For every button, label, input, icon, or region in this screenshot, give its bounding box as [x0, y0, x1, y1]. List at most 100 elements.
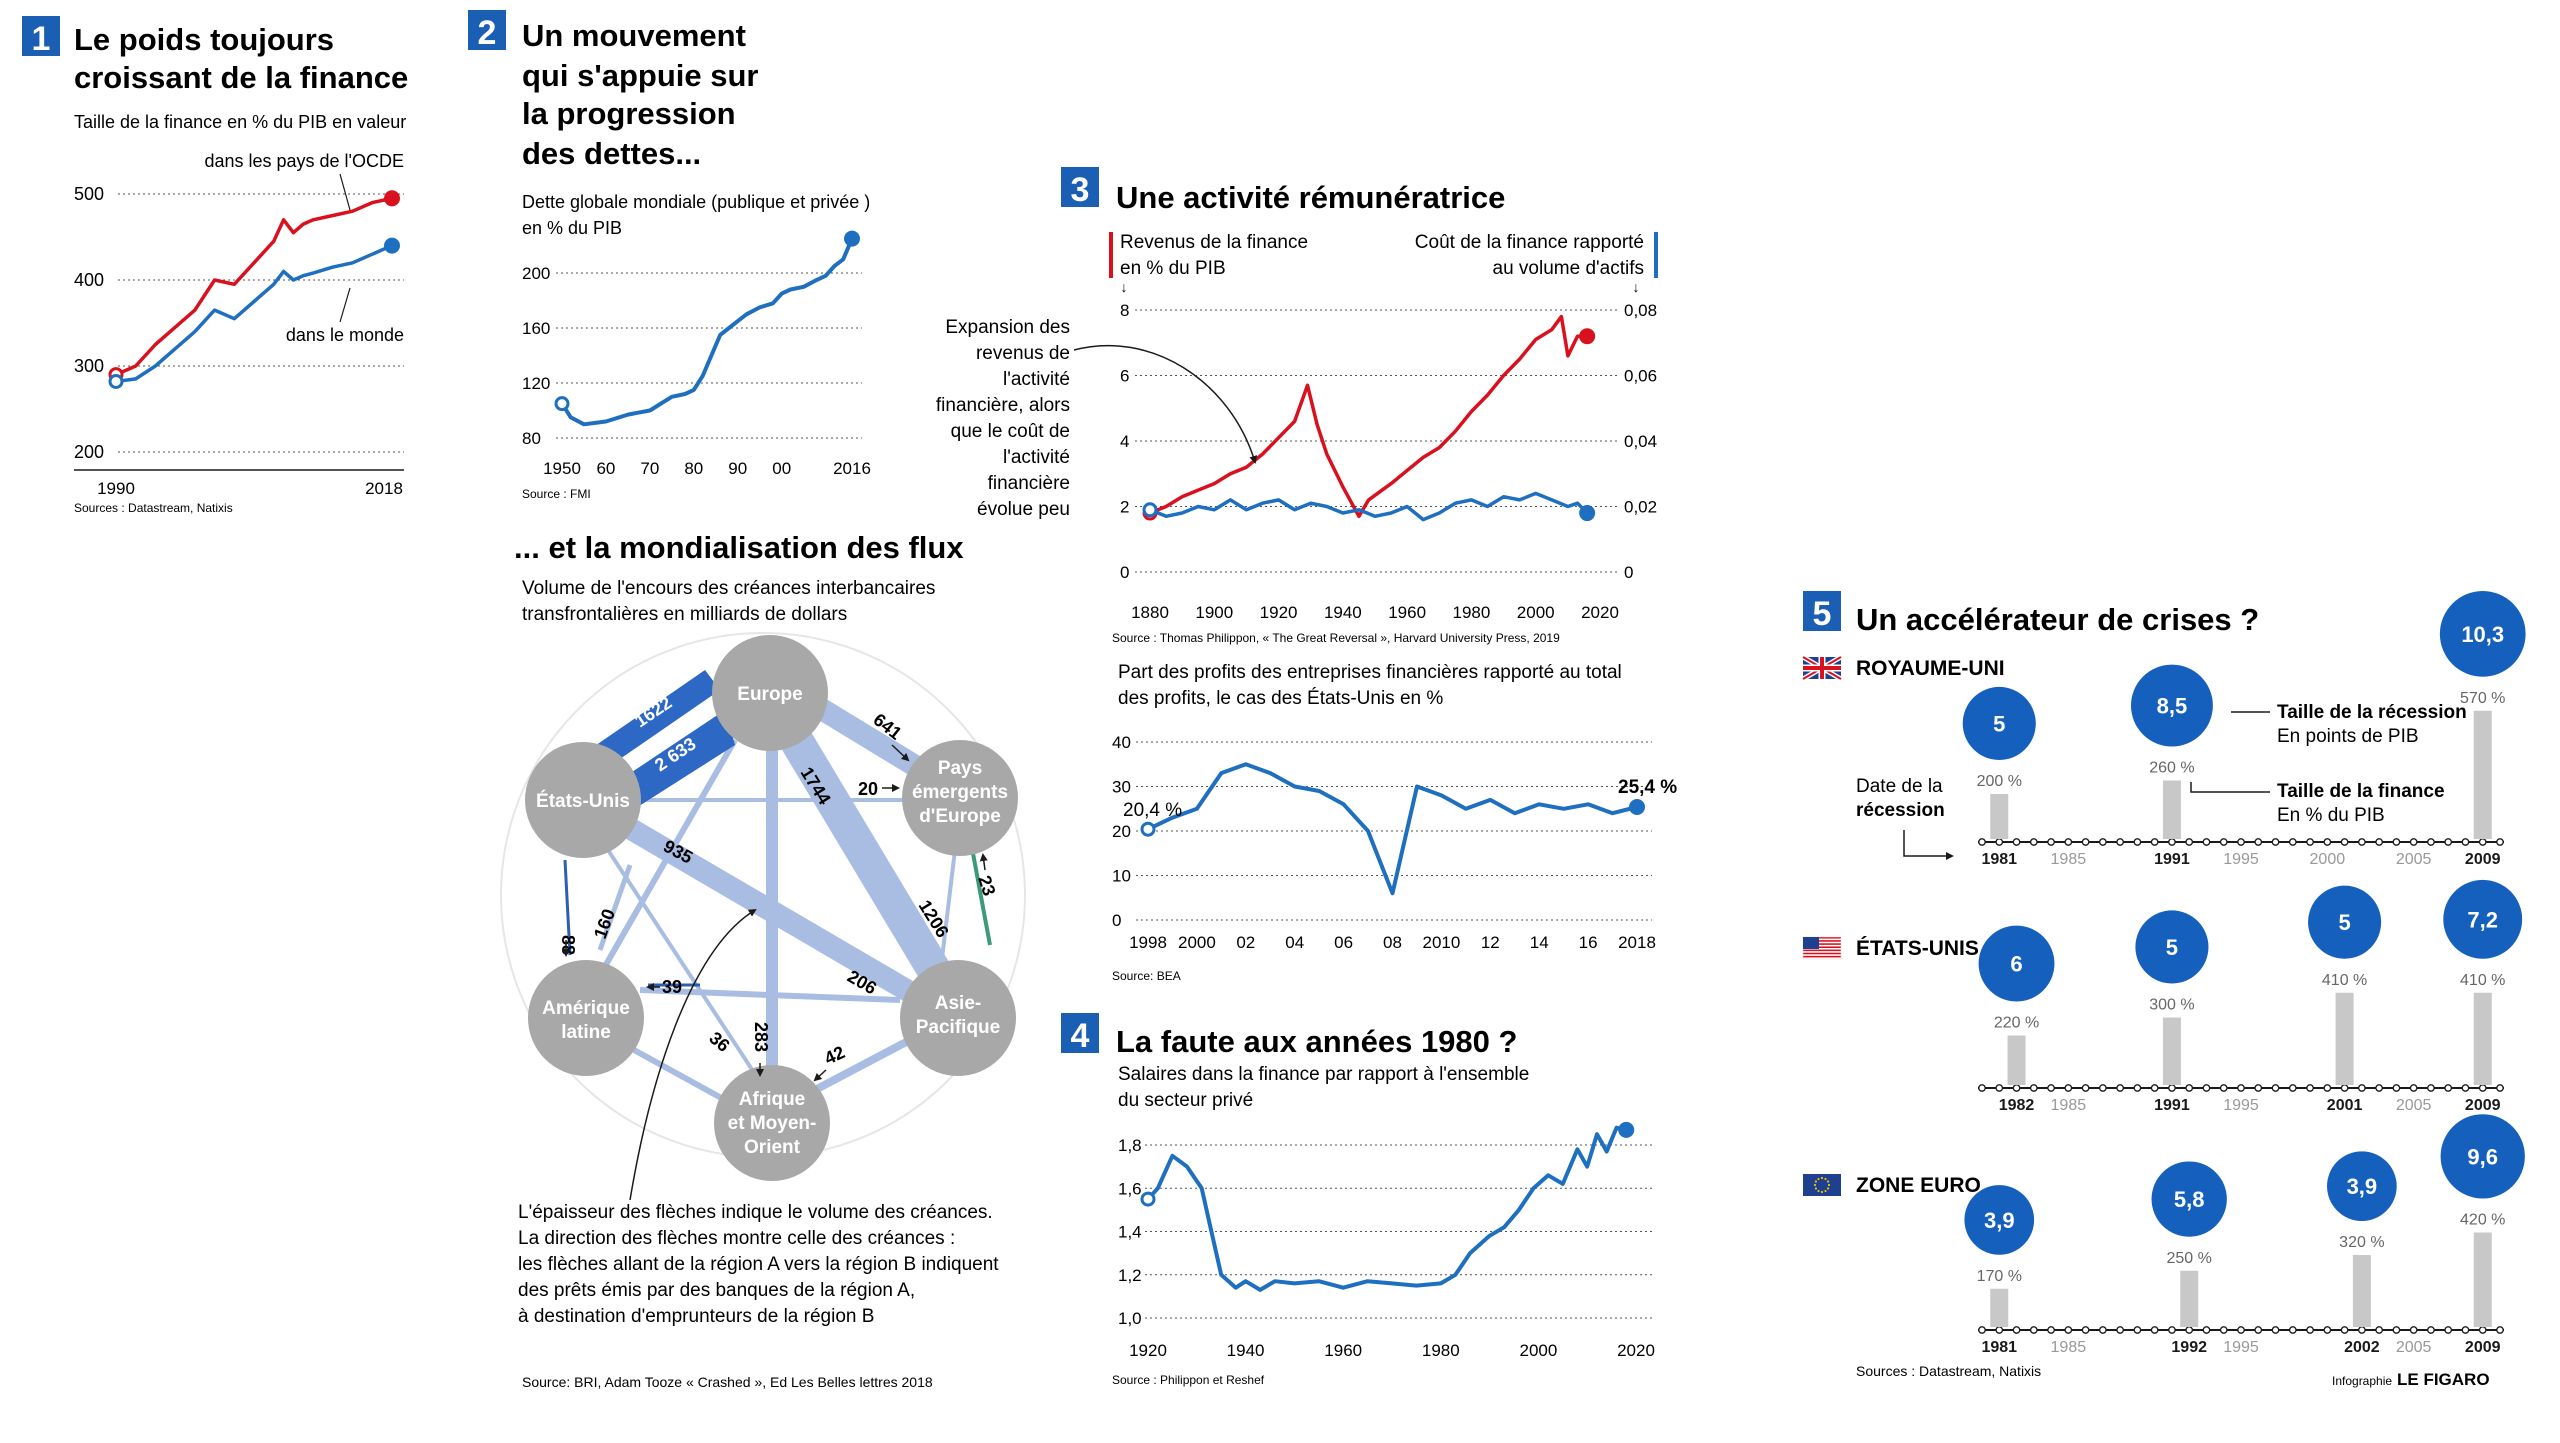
crises-recession-label: 5 [2338, 910, 2350, 935]
crises-recession-badge [2130, 664, 2213, 747]
income-cost-right-tick: 0,02 [1624, 498, 1657, 517]
panel-4-title: La faute aux années 1980 ? [1116, 1024, 1517, 1059]
income-cost-xtick-label: 2000 [1517, 603, 1555, 622]
chart-finance-size: 200 300 400 500 1990 2018 [74, 173, 404, 498]
finance-size-series-monde-end-point [384, 237, 400, 254]
crises-finance-bar [2335, 992, 2354, 1085]
node-afrique-label-2: et Moyen- [728, 1113, 817, 1134]
profits-share-xtick-label: 04 [1285, 933, 1304, 952]
profits-share-xtick-label: 16 [1579, 933, 1598, 952]
crises-timeline-tick [2116, 1326, 2124, 1334]
finance-size-series-ocde [115, 196, 393, 377]
panel-3-left-arrow: ↓ [1121, 279, 1128, 295]
crises-timeline-tick [2323, 1084, 2332, 1092]
panel-3-right-axis-line2: au volume d'actifs [1493, 258, 1644, 279]
node-amerique-label-1: Amérique [542, 998, 630, 1019]
date-label-line1: Date de la [1856, 776, 1943, 797]
finance-wages-series-start-point [1140, 1191, 1156, 1207]
income-cost-left-tick: 2 [1120, 498, 1129, 517]
crises-timeline-tick [2358, 1084, 2366, 1092]
crises-timeline-tick [2219, 1326, 2228, 1334]
crises-timeline-tick [2409, 838, 2418, 846]
global-debt-series-start-point [554, 396, 570, 412]
crises-timeline-tick [2461, 838, 2470, 846]
panel-1-title-line2: croissant de la finance [74, 60, 408, 95]
crises-timeline-tick [2237, 1326, 2245, 1334]
network-title: ... et la mondialisation des flux [514, 530, 964, 565]
panel-3: 3 Une activité rémunératrice Revenus de … [936, 167, 1677, 983]
crises-finance-bar [2162, 780, 2181, 839]
profits-share-series-start-point [1140, 821, 1156, 837]
crises-timeline-tick [2306, 1326, 2314, 1334]
crises-timeline-tick [2047, 838, 2055, 846]
crises-timeline-tick [2064, 1084, 2073, 1092]
crises-timeline-tick [2081, 1084, 2090, 1092]
finance-size-ytick-label: 300 [74, 356, 104, 376]
crises-timeline-tick [2219, 1084, 2228, 1092]
crises-timeline-tick [2375, 1326, 2383, 1334]
profits-share-ytick-label: 20 [1112, 822, 1131, 841]
global-debt-series-end-point [844, 230, 860, 247]
global-debt-xtick-label: 80 [684, 459, 703, 478]
income-cost-series-cost-end-point [1579, 505, 1596, 522]
node-asie-pacifique [900, 960, 1016, 1076]
crises-timeline-tick [1978, 838, 1986, 846]
crises-timeline-tick [2444, 1326, 2453, 1334]
legend-bar-pointer [2190, 782, 2270, 793]
panel-4-number: 4 [1071, 1017, 1090, 1055]
finance-size-ytick-label: 400 [74, 270, 104, 290]
crises-timeline-tick [2029, 1326, 2038, 1334]
crises-timeline-tick [2150, 1326, 2159, 1334]
crises-year-label: 1981 [1981, 851, 2017, 868]
income-cost-series-cost-start-point [1142, 502, 1158, 518]
global-debt-ytick-label: 160 [522, 319, 550, 338]
flow-label-283: 283 [751, 1022, 771, 1052]
network-thick-links [560, 670, 955, 1005]
flow-label-42: 42 [821, 1042, 848, 1069]
crises-recession-badge [2439, 591, 2526, 677]
panel-3-right-axis-line1: Coût de la finance rapporté [1415, 232, 1644, 253]
crises-timeline-tick [2202, 1084, 2211, 1092]
crises-recession-badge [1962, 686, 2036, 761]
crises-timeline-tick [2064, 838, 2073, 846]
link-us-amerique-a [563, 859, 572, 956]
finance-wages-ytick-label: 1,4 [1118, 1223, 1142, 1242]
crises-timeline-tick [2478, 1084, 2487, 1092]
profits-share-xtick-label: 08 [1383, 933, 1402, 952]
income-cost-left-tick: 8 [1120, 301, 1129, 320]
finance-size-xtick-label: 1990 [97, 479, 135, 498]
crises-timeline-tick [2271, 838, 2280, 846]
network-note-line4: des prêts émis par des banques de la rég… [518, 1280, 915, 1301]
crises-timeline-tick [2392, 1084, 2401, 1092]
panel-3-number: 3 [1071, 171, 1090, 209]
income-cost-right-tick: 0 [1624, 563, 1633, 582]
node-afrique-label-1: Afrique [739, 1089, 806, 1110]
finance-size-xtick-label: 2018 [365, 479, 403, 498]
crises-timeline-tick [2427, 1326, 2435, 1334]
profits-share-xtick-label: 02 [1236, 933, 1255, 952]
crises-timeline-tick [2461, 1326, 2470, 1334]
crises-finance-bar [1990, 1288, 2009, 1327]
crises-finance-label: 570 % [2460, 690, 2505, 707]
crises-finance-label: 200 % [1977, 773, 2022, 790]
crises-timeline-tick [2202, 1326, 2211, 1334]
node-afrique-label-3: Orient [744, 1137, 801, 1158]
crises-timeline-tick [1995, 1326, 2004, 1334]
node-europe-label: Europe [737, 684, 802, 705]
profits-share-xtick-label: 12 [1481, 933, 1500, 952]
node-europe [712, 635, 828, 751]
crises-region: ÉTATS-UNIS 1982 1985 1991 1995 2001 2005 2009 22… [1802, 879, 2523, 1114]
panel-1-label-monde: dans le monde [286, 325, 404, 345]
crises-recession-label: 5,8 [2174, 1187, 2205, 1212]
crises-timeline-tick [2271, 1326, 2280, 1334]
crises-year-label: 2002 [2344, 1339, 2380, 1356]
crises-timeline-tick [1995, 1084, 2004, 1092]
finance-size-series-monde-start-point [108, 373, 124, 389]
panel-3-annotation-line: l'activité [1003, 447, 1070, 468]
crises-year-label: 1982 [1999, 1097, 2035, 1114]
crises-timeline-tick [2168, 838, 2176, 846]
finance-wages-ytick-label: 1,6 [1118, 1179, 1142, 1198]
finance-wages-xtick-label: 1980 [1422, 1341, 1460, 1360]
crises-timeline-tick [2064, 1326, 2073, 1334]
crises-timeline-tick [2358, 1326, 2366, 1334]
